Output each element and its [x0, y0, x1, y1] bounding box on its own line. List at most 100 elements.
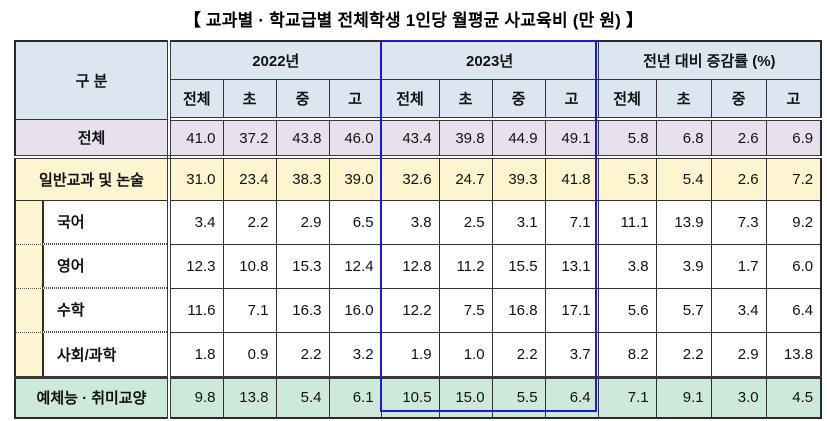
cell: 11.6: [168, 287, 224, 333]
col-header-2023-elementary: 초: [438, 78, 493, 121]
cell: 1.8: [168, 331, 224, 379]
cell: 39.8: [438, 118, 493, 159]
cell: 15.3: [275, 243, 330, 289]
cell: 4.5: [765, 376, 822, 419]
row-label-arts-hobby: 예체능 · 취미교양: [14, 376, 171, 419]
cell: 5.4: [655, 156, 712, 201]
cell: 12.2: [380, 287, 440, 333]
row-label-math: 수학: [14, 288, 171, 333]
cell: 2.2: [655, 331, 712, 379]
cell: 7.3: [710, 199, 767, 245]
col-header-change-elementary: 초: [655, 78, 712, 121]
cell: 7.1: [544, 199, 599, 245]
cell: 5.5: [491, 376, 546, 419]
cell: 7.5: [438, 287, 493, 333]
tuition-table-container: 구 분 2022년 2023년 전년 대비 증감률 (%) 전체 초 중 고 전…: [14, 40, 823, 419]
cell: 3.7: [544, 331, 599, 379]
col-header-2022-middle: 중: [275, 78, 330, 121]
cell: 3.4: [168, 199, 224, 245]
cell: 1.9: [380, 331, 440, 379]
cell: 11.2: [438, 243, 493, 289]
cell: 3.2: [328, 331, 382, 379]
cell: 13.1: [544, 243, 599, 289]
cell: 12.8: [380, 243, 440, 289]
row-label-total: 전체: [14, 118, 171, 159]
cell: 15.5: [491, 243, 546, 289]
cell: 6.5: [328, 199, 382, 245]
cell: 24.7: [438, 156, 493, 201]
cell: 6.1: [328, 376, 382, 419]
cell: 13.9: [655, 199, 712, 245]
cell: 3.8: [597, 243, 657, 289]
cell: 7.1: [222, 287, 277, 333]
cell: 2.6: [710, 118, 767, 159]
cell: 9.1: [655, 376, 712, 419]
cell: 16.8: [491, 287, 546, 333]
group-header-yoy-change: 전년 대비 증감률 (%): [597, 40, 822, 80]
cell: 1.7: [710, 243, 767, 289]
cell: 9.8: [168, 376, 224, 419]
col-header-2022-total: 전체: [168, 78, 224, 121]
col-header-change-high: 고: [765, 78, 822, 121]
header-row-levels: 전체 초 중 고 전체 초 중 고 전체 초 중 고: [15, 78, 822, 121]
row-label-social-science-text: 사회/과학: [57, 346, 117, 364]
cell: 44.9: [491, 118, 546, 159]
cell: 2.6: [710, 156, 767, 201]
cell: 31.0: [168, 156, 224, 201]
tuition-table: 구 분 2022년 2023년 전년 대비 증감률 (%) 전체 초 중 고 전…: [14, 40, 823, 419]
cell: 12.3: [168, 243, 224, 289]
cell: 5.4: [275, 376, 330, 419]
table-row-math: 수학 11.6 7.1 16.3 16.0 12.2 7.5 16.8 17.1…: [14, 287, 822, 333]
cell: 6.9: [765, 118, 822, 159]
cell: 3.0: [710, 376, 767, 419]
cell: 9.2: [765, 199, 822, 245]
header-row-groups: 구 분 2022년 2023년 전년 대비 증감률 (%): [14, 40, 822, 120]
cell: 6.8: [655, 118, 712, 159]
col-header-2023-middle: 중: [491, 78, 546, 121]
table-row-arts-hobby: 예체능 · 취미교양 9.8 13.8 5.4 6.1 10.5 15.0 5.…: [14, 376, 822, 419]
row-label-general-subjects: 일반교과 및 논술: [14, 156, 171, 201]
cell: 2.5: [438, 199, 493, 245]
cell: 13.8: [765, 331, 822, 379]
row-label-english: 영어: [14, 244, 171, 289]
cell: 41.0: [168, 118, 224, 159]
cell: 3.8: [380, 199, 440, 245]
col-header-2022-elementary: 초: [222, 78, 277, 121]
cell: 10.5: [380, 376, 440, 419]
cell: 7.1: [597, 376, 657, 419]
row-label-korean: 국어: [14, 200, 171, 245]
table-row-english: 영어 12.3 10.8 15.3 12.4 12.8 11.2 15.5 13…: [14, 243, 822, 289]
cell: 39.0: [328, 156, 382, 201]
cell: 7.2: [765, 156, 822, 201]
col-header-change-total: 전체: [597, 78, 657, 121]
group-header-2023: 2023년: [380, 40, 599, 80]
col-header-2022-high: 고: [328, 78, 382, 121]
cell: 43.8: [275, 118, 330, 159]
cell: 2.2: [275, 331, 330, 379]
group-header-2022: 2022년: [168, 40, 382, 80]
cell: 2.9: [275, 199, 330, 245]
row-label-social-science: 사회/과학: [14, 332, 171, 379]
cell: 2.2: [222, 199, 277, 245]
table-row-social-science: 사회/과학 1.8 0.9 2.2 3.2 1.9 1.0 2.2 3.7 8.…: [14, 331, 822, 379]
cell: 2.9: [710, 331, 767, 379]
cell: 3.1: [491, 199, 546, 245]
cell: 3.9: [655, 243, 712, 289]
cell: 2.2: [491, 331, 546, 379]
cell: 1.0: [438, 331, 493, 379]
cell: 46.0: [328, 118, 382, 159]
cell: 3.4: [710, 287, 767, 333]
col-header-2023-total: 전체: [380, 78, 440, 121]
col-header-2023-high: 고: [544, 78, 599, 121]
row-label-english-text: 영어: [57, 258, 85, 275]
cell: 43.4: [380, 118, 440, 159]
cell: 5.7: [655, 287, 712, 333]
cell: 8.2: [597, 331, 657, 379]
cell: 0.9: [222, 331, 277, 379]
cell: 5.3: [597, 156, 657, 201]
page-title: 【 교과별 · 학교급별 전체학생 1인당 월평균 사교육비 (만 원) 】: [183, 11, 644, 30]
cell: 11.1: [597, 199, 657, 245]
cell: 15.0: [438, 376, 493, 419]
cell: 12.4: [328, 243, 382, 289]
table-row-korean: 국어 3.4 2.2 2.9 6.5 3.8 2.5 3.1 7.1 11.1 …: [14, 199, 822, 245]
